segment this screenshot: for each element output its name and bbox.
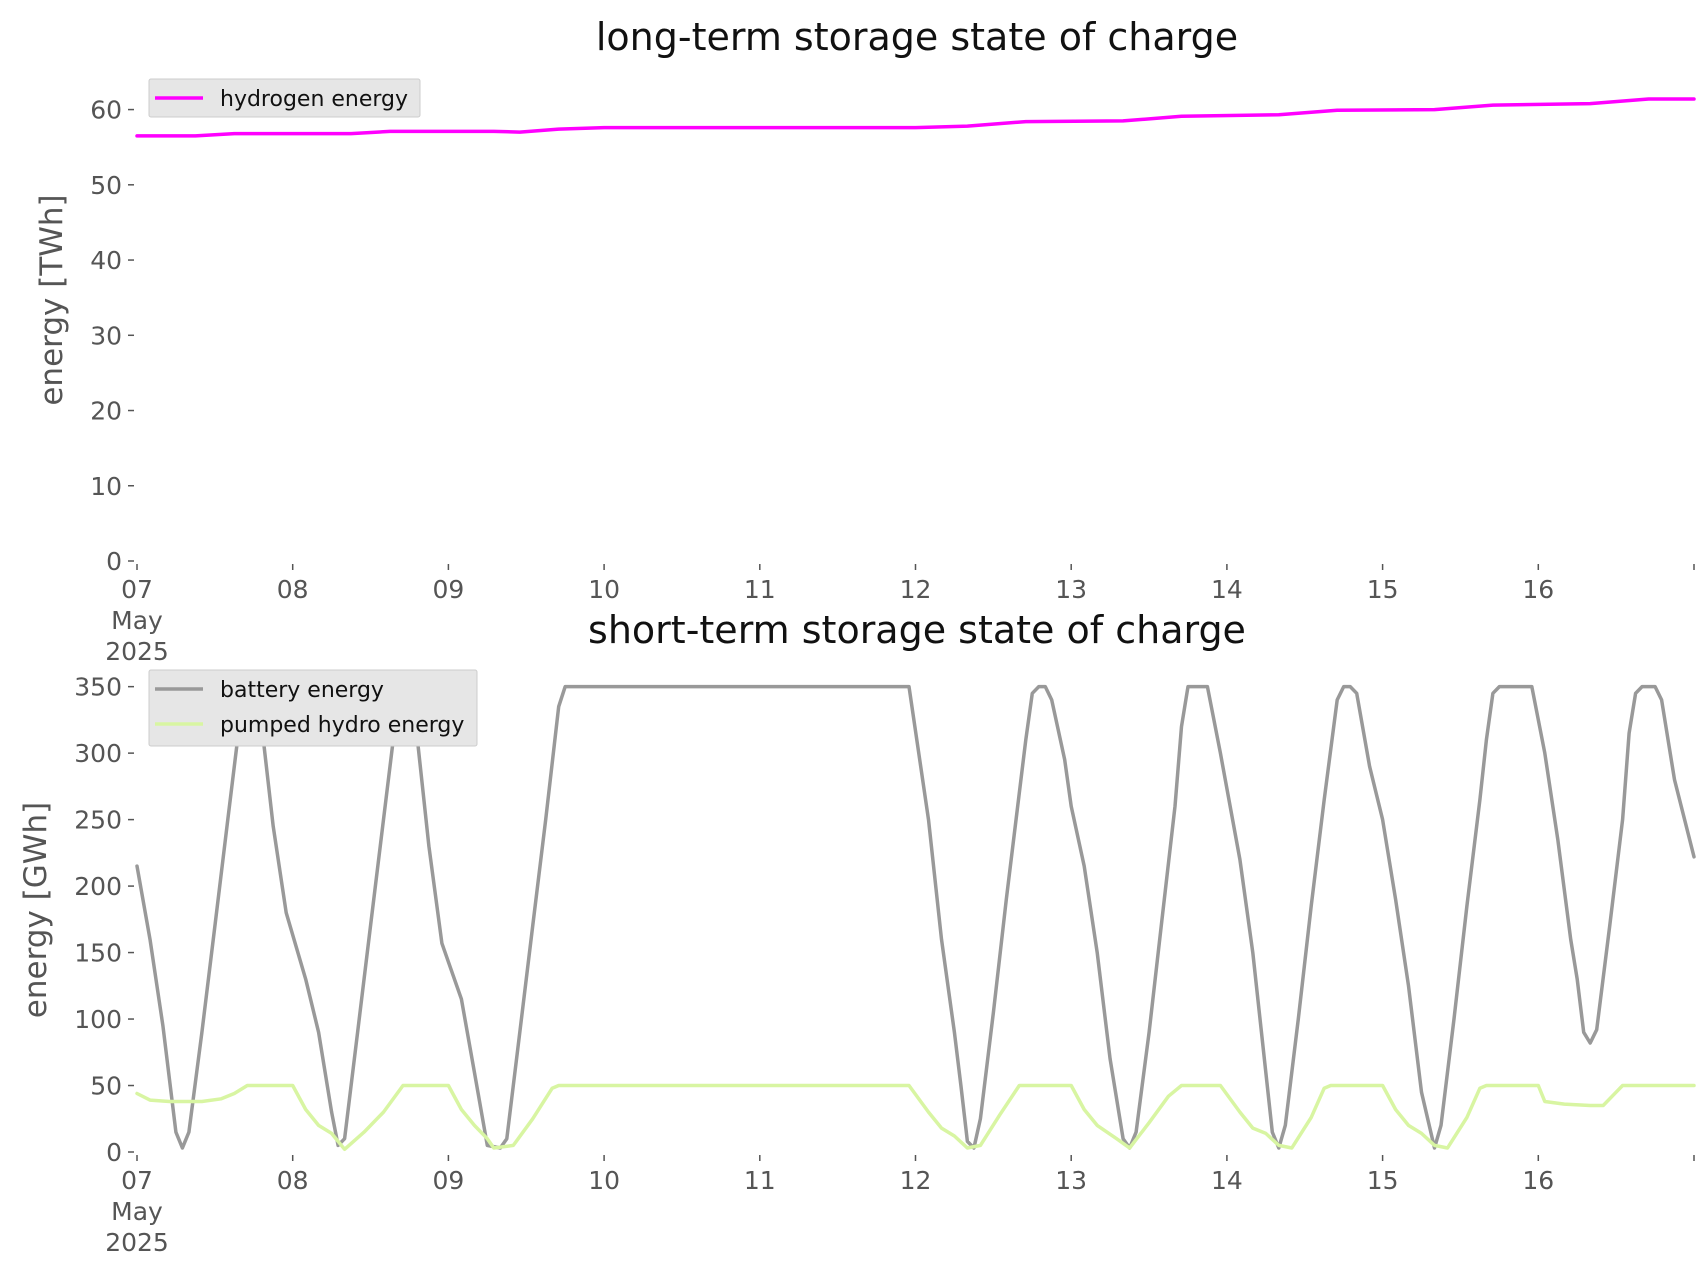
x-tick-label: 15 [1367,1166,1399,1195]
short-term-chart: short-term storage state of charge energ… [18,608,1696,1257]
y-tick-label: 250 [74,806,122,835]
y-tick-label: 300 [74,739,122,768]
x-tick-label: 12 [900,575,932,604]
x-tick-label: 07 [121,1166,153,1195]
x-tick-label: 16 [1522,1166,1554,1195]
series-line-pumped-hydro-energy [135,1083,1696,1152]
long-term-y-axis-label: energy [TWh] [34,194,70,405]
y-tick-label: 150 [74,939,122,968]
legend-label-battery: battery energy [220,678,384,703]
x-tick-label: 12 [900,1166,932,1195]
y-tick-label: 60 [90,96,122,125]
legend-box [148,669,478,747]
y-tick-label: 200 [74,872,122,901]
x-tick-label: 14 [1211,575,1243,604]
x-tick-label: 13 [1055,575,1087,604]
x-tick-label: 09 [432,575,464,604]
x-tick-label: 2025 [105,637,169,666]
y-tick-label: 0 [106,1138,122,1167]
y-tick-label: 100 [74,1005,122,1034]
x-tick-label: 16 [1522,575,1554,604]
short-term-y-axis-label: energy [GWh] [18,802,54,1018]
legend-label-hydrogen: hydrogen energy [220,87,408,112]
series-line-hydrogen-energy [135,97,1696,138]
x-tick-label: 11 [744,1166,776,1195]
x-tick-label: May [111,606,163,635]
legend-box [148,78,421,118]
y-tick-label: 50 [90,171,122,200]
long-term-chart-title: long-term storage state of charge [596,15,1238,59]
y-tick-label: 350 [74,673,122,702]
y-tick-label: 20 [90,397,122,426]
y-tick-label: 50 [90,1072,122,1101]
y-tick-label: 0 [106,547,122,576]
y-tick-label: 30 [90,321,122,350]
long-term-series-lines [135,97,1696,138]
long-term-chart: long-term storage state of charge energy… [34,15,1696,666]
short-term-legend: battery energy pumped hydro energy [148,669,478,747]
x-tick-label: 13 [1055,1166,1087,1195]
short-term-series-lines [135,684,1696,1152]
y-tick-label: 10 [90,472,122,501]
x-tick-label: 09 [432,1166,464,1195]
x-tick-label: May [111,1197,163,1226]
x-tick-label: 08 [277,1166,309,1195]
x-tick-label: 15 [1367,575,1399,604]
x-tick-label: 07 [121,575,153,604]
x-tick-label: 11 [744,575,776,604]
x-tick-label: 14 [1211,1166,1243,1195]
series-line-battery-energy [135,684,1696,1150]
x-tick-label: 10 [588,1166,620,1195]
long-term-legend: hydrogen energy [148,78,421,118]
short-term-chart-title: short-term storage state of charge [588,608,1246,652]
x-tick-label: 2025 [105,1228,169,1257]
x-tick-label: 08 [277,575,309,604]
legend-label-pumped-hydro: pumped hydro energy [220,713,464,738]
x-tick-label: 10 [588,575,620,604]
y-tick-label: 40 [90,246,122,275]
